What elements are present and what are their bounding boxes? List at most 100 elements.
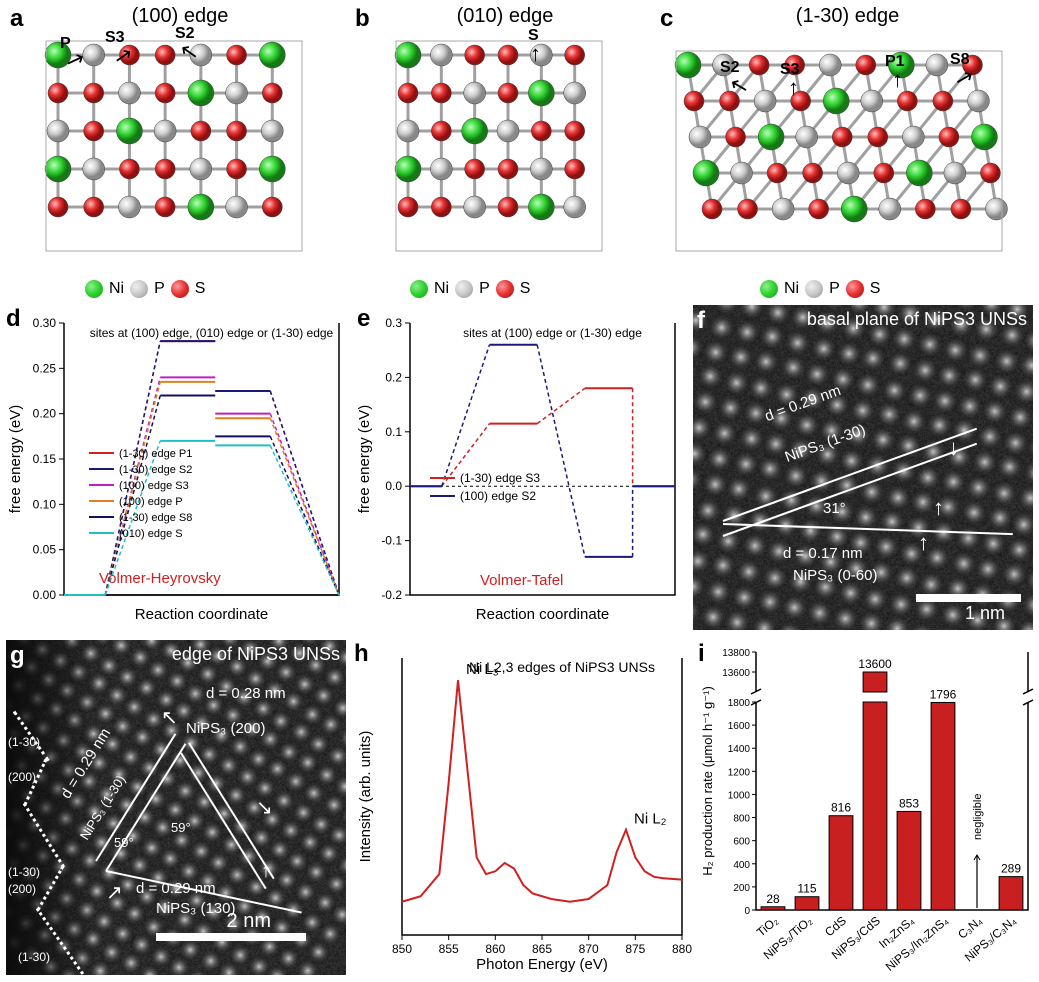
svg-text:880: 880	[672, 942, 692, 956]
legend-ni: Ni	[784, 280, 799, 298]
svg-text:1200: 1200	[728, 767, 751, 778]
f-d2: d = 0.17 nm	[783, 545, 863, 562]
f-angle: 31°	[823, 500, 846, 517]
svg-text:Ni L₂: Ni L₂	[634, 811, 667, 828]
legend-p: P	[479, 280, 490, 298]
legend-c: Ni P S	[760, 280, 880, 298]
panel-g-label: g	[10, 642, 25, 670]
panel-e: e -0.2-0.10.00.10.20.3free energy (eV)Re…	[355, 305, 685, 630]
legend-s: S	[520, 280, 531, 298]
g-plane200: NiPS₃ (200)	[186, 720, 265, 737]
svg-text:TiO₂: TiO₂	[754, 913, 781, 939]
svg-text:0.05: 0.05	[33, 543, 57, 557]
svg-text:816: 816	[831, 801, 851, 815]
structure-b	[390, 33, 620, 258]
arrow-up-icon: ↑	[933, 495, 944, 521]
f-scalebar	[916, 594, 1021, 602]
legend-p: P	[829, 280, 840, 298]
g-edge-4: (200)	[8, 882, 36, 896]
svg-text:negligible: negligible	[972, 794, 984, 840]
svg-text:855: 855	[439, 942, 459, 956]
svg-text:800: 800	[733, 814, 750, 825]
f-plane2: NiPS₃ (0-60)	[793, 567, 877, 584]
svg-text:sites at (100) edge, (010) edg: sites at (100) edge, (010) edge or (1-30…	[90, 326, 334, 340]
panel-i: i 02004006008001000120014001600180013600…	[698, 640, 1036, 975]
legend-p: P	[154, 280, 165, 298]
svg-text:0.00: 0.00	[33, 588, 57, 602]
chart-h-svg: 850855860865870875880Intensity (arb. uni…	[352, 640, 692, 975]
svg-text:(1-30) edge P1: (1-30) edge P1	[119, 448, 192, 460]
g-d028: d = 0.28 nm	[206, 685, 286, 702]
g-edge-3: (1-30)	[8, 865, 40, 879]
svg-text:853: 853	[899, 796, 919, 810]
svg-text:0.30: 0.30	[33, 316, 57, 330]
panel-c-title: (1-30) edge	[660, 5, 1035, 28]
g-angle1: 59°	[114, 835, 134, 850]
legend-dot-s	[496, 280, 514, 298]
legend-ni: Ni	[109, 280, 124, 298]
legend-dot-p	[130, 280, 148, 298]
svg-text:28: 28	[766, 892, 780, 906]
legend-b: Ni P S	[410, 280, 530, 298]
legend-dot-s	[171, 280, 189, 298]
svg-text:(100) edge S2: (100) edge S2	[460, 489, 536, 503]
svg-text:600: 600	[733, 837, 750, 848]
svg-text:Volmer-Heyrovsky: Volmer-Heyrovsky	[99, 570, 221, 587]
svg-text:400: 400	[733, 860, 750, 871]
legend-dot-ni	[85, 280, 103, 298]
svg-text:CdS: CdS	[822, 914, 849, 940]
g-edge-1: (1-30)	[8, 735, 40, 749]
panel-d: d 0.000.050.100.150.200.250.30free energ…	[4, 305, 349, 630]
svg-text:13800: 13800	[722, 648, 750, 659]
svg-text:-0.2: -0.2	[381, 588, 402, 602]
legend-s: S	[870, 280, 881, 298]
svg-text:875: 875	[625, 942, 645, 956]
legend-ni: Ni	[434, 280, 449, 298]
svg-text:1400: 1400	[728, 744, 751, 755]
arrow-icon: ↑	[892, 67, 903, 93]
panel-f-title: basal plane of NiPS3 UNSs	[807, 309, 1027, 330]
arrow-icon: ↑	[530, 41, 541, 67]
svg-text:1600: 1600	[728, 721, 751, 732]
svg-text:(1-30) edge S8: (1-30) edge S8	[119, 512, 192, 524]
svg-text:(1-30) edge S2: (1-30) edge S2	[119, 464, 192, 476]
panel-g-title: edge of NiPS3 UNSs	[172, 644, 340, 665]
svg-text:-0.1: -0.1	[381, 534, 402, 548]
legend-s: S	[195, 280, 206, 298]
arrow-icon: ↘	[256, 795, 273, 820]
svg-text:850: 850	[392, 942, 412, 956]
g-edge-2: (200)	[8, 770, 36, 784]
f-scalebar-text: 1 nm	[965, 603, 1005, 624]
svg-text:865: 865	[532, 942, 552, 956]
svg-text:Volmer-Tafel: Volmer-Tafel	[480, 572, 563, 589]
panel-b: b (010) edge S ↑ Ni P S	[355, 5, 655, 300]
svg-text:(1-30) edge S3: (1-30) edge S3	[460, 471, 540, 485]
structure-b-svg	[390, 33, 620, 258]
legend-dot-p	[455, 280, 473, 298]
legend-dot-ni	[760, 280, 778, 298]
svg-text:Ni L₃: Ni L₃	[466, 661, 499, 678]
legend-dot-p	[805, 280, 823, 298]
panel-a: a (100) edge P ↗ S3 ↗ S2 ↖ Ni P S	[10, 5, 350, 300]
svg-text:870: 870	[579, 942, 599, 956]
svg-text:0.2: 0.2	[385, 370, 402, 384]
svg-text:free energy (eV): free energy (eV)	[356, 405, 373, 513]
svg-text:200: 200	[733, 883, 750, 894]
svg-text:Intensity (arb. units): Intensity (arb. units)	[357, 731, 374, 863]
panel-h: h 850855860865870875880Intensity (arb. u…	[352, 640, 692, 975]
g-scalebar	[156, 933, 306, 941]
svg-text:0.1: 0.1	[385, 425, 402, 439]
svg-text:1796: 1796	[930, 687, 957, 701]
panel-b-title: (010) edge	[355, 5, 655, 28]
svg-text:(100) edge P: (100) edge P	[119, 496, 183, 508]
svg-text:115: 115	[797, 882, 816, 896]
arrow-up-icon: ↑	[918, 530, 929, 556]
arrow-icon: ↖	[161, 705, 178, 730]
svg-text:13600: 13600	[722, 668, 750, 679]
g-scalebar-text: 2 nm	[227, 910, 271, 933]
panel-c: c (1-30) edge S2 ↖ S3 ↑ P1 ↑ S8 ↗ Ni P S	[660, 5, 1035, 300]
legend-dot-s	[846, 280, 864, 298]
micro-texture-g	[6, 640, 346, 975]
arrow-icon: ↑	[261, 860, 271, 883]
chart-i-svg: 0200400600800100012001400160018001360013…	[698, 640, 1036, 975]
